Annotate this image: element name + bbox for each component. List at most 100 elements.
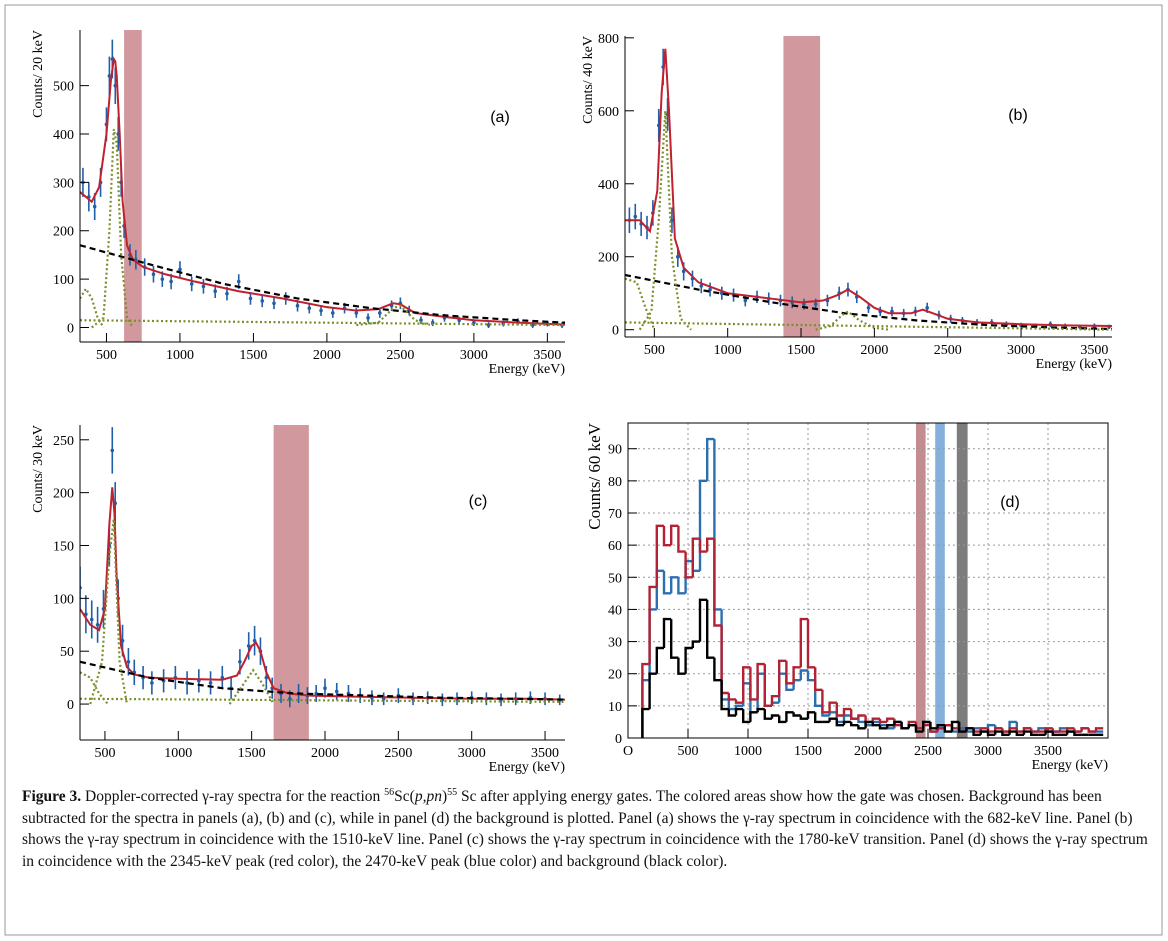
- histogram-bin: [770, 695, 780, 706]
- histogram-bin: [1008, 730, 1017, 735]
- data-point: [354, 311, 359, 315]
- histogram-bin: [713, 538, 722, 627]
- data-point: [330, 311, 335, 315]
- data-point: [169, 279, 173, 284]
- plot-area: [80, 30, 565, 342]
- histogram-bin: [806, 711, 816, 719]
- data-point: [246, 644, 251, 648]
- histogram-bin: [684, 646, 693, 674]
- data-point: [295, 303, 300, 308]
- histogram-bin: [1080, 727, 1089, 732]
- x-tick-label: 3000: [1007, 343, 1035, 358]
- y-tick-label: 20: [608, 668, 622, 683]
- x-tick-label: 2000: [860, 343, 888, 358]
- data-point: [238, 659, 242, 664]
- x-tick-label: 2500: [914, 744, 942, 759]
- x-tick-label: 1000: [714, 343, 742, 358]
- data-point: [676, 254, 680, 259]
- histogram-bin: [850, 721, 859, 727]
- x-tick-label: 1500: [238, 746, 266, 761]
- x-tick-label: 1500: [239, 348, 267, 363]
- y-tick-label: 0: [612, 324, 619, 339]
- histogram-bin: [936, 723, 945, 729]
- histogram-bin: [727, 709, 736, 717]
- histogram-bin: [662, 570, 672, 595]
- curve-line: [625, 48, 1112, 328]
- y-tick-label: 400: [598, 178, 619, 193]
- x-tick-label: 3500: [531, 746, 559, 761]
- histogram-bin: [1030, 731, 1039, 736]
- histogram-bin: [727, 693, 736, 701]
- y-tick-label: 0: [67, 321, 74, 336]
- histogram-bin: [871, 721, 880, 727]
- plot-frame: [627, 422, 1109, 739]
- x-axis-label: Energy (keV): [489, 760, 566, 775]
- y-tick-label: 0: [67, 698, 74, 713]
- histogram-bin: [958, 721, 967, 733]
- x-tick-label: 2500: [934, 343, 962, 358]
- histogram-bin: [698, 598, 708, 642]
- data-point: [366, 316, 370, 320]
- y-axis-label: Counts/ 40 keV: [581, 36, 596, 124]
- y-tick-label: 0: [615, 732, 622, 747]
- data-point: [486, 323, 491, 327]
- histogram-bin: [828, 717, 837, 722]
- histogram-bin: [900, 721, 909, 730]
- y-tick-label: 500: [53, 80, 74, 95]
- data-point: [307, 306, 312, 310]
- data-point: [201, 284, 206, 289]
- x-tick-label: 2000: [313, 348, 341, 363]
- x-axis-label: Energy (keV): [489, 362, 566, 377]
- histogram-bin: [670, 576, 679, 594]
- y-tick-label: 200: [53, 225, 74, 240]
- y-tick-label: 100: [53, 592, 74, 607]
- x-tick-label: 3000: [460, 348, 488, 363]
- histogram-bin: [1094, 727, 1104, 732]
- caption-text: Sc after applying energy gates. The colo…: [22, 788, 1148, 870]
- histogram-bin: [1001, 731, 1010, 736]
- histogram-bin: [814, 667, 823, 691]
- data-point: [272, 301, 276, 306]
- data-point: [225, 291, 229, 296]
- histogram-bin: [828, 701, 837, 713]
- histogram-bin: [691, 537, 700, 578]
- histogram-bin: [677, 657, 686, 675]
- gate-band: [783, 36, 821, 337]
- histogram-bin: [670, 524, 679, 546]
- curve-dotted: [89, 518, 129, 705]
- histogram-bin: [835, 718, 844, 727]
- histogram-bin: [706, 437, 715, 481]
- histogram-bin: [742, 709, 751, 724]
- y-tick-label: 100: [53, 273, 74, 288]
- data-point: [813, 302, 818, 306]
- x-axis-label: Energy (keV): [1036, 357, 1113, 372]
- histogram-bin: [691, 640, 700, 648]
- panel-label: (c): [469, 493, 488, 510]
- figure-frame: [4, 4, 1163, 936]
- histogram-bin: [763, 664, 772, 708]
- data-point: [252, 638, 257, 643]
- panel-label: (d): [1000, 494, 1020, 511]
- data-point: [160, 277, 165, 281]
- histogram-bin: [720, 680, 729, 711]
- histogram-bin: [814, 712, 823, 724]
- data-point: [925, 306, 929, 310]
- curve-dotted: [91, 128, 134, 329]
- histogram-bin: [821, 689, 830, 714]
- y-axis-label: Counts/ 20 keV: [31, 30, 46, 118]
- histogram-bin: [749, 711, 758, 722]
- data-point: [802, 302, 806, 306]
- curve-dotted: [815, 310, 890, 331]
- curve-dashed: [625, 273, 1112, 331]
- gate-band: [935, 423, 945, 738]
- data-point: [681, 269, 686, 274]
- gate-band: [273, 425, 309, 740]
- histogram-bin: [648, 585, 657, 665]
- data-point: [178, 267, 182, 272]
- y-tick-label: 30: [608, 636, 622, 651]
- histogram-bin: [770, 714, 780, 719]
- curve-dotted: [228, 668, 275, 705]
- caption-sup: 56: [384, 787, 395, 798]
- gate-band: [124, 30, 142, 342]
